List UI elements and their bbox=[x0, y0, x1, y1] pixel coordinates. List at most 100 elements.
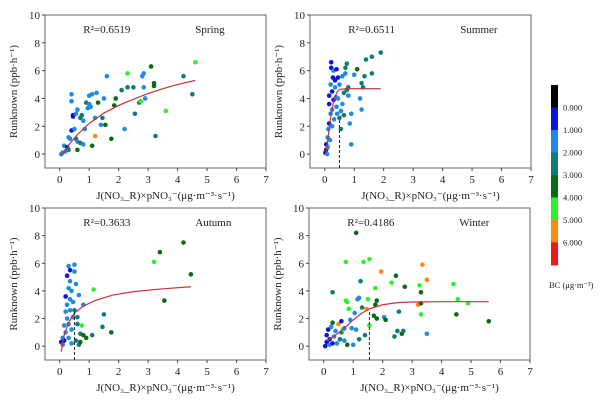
colorbar-tick-label: 4.000 bbox=[563, 193, 582, 203]
data-point bbox=[324, 332, 329, 338]
data-point bbox=[113, 96, 119, 101]
data-point bbox=[75, 107, 80, 112]
data-point bbox=[141, 71, 147, 76]
x-tick-label: 4 bbox=[439, 366, 445, 378]
x-tick-label: 7 bbox=[263, 174, 269, 186]
x-tick-label: 5 bbox=[469, 174, 475, 186]
x-tick-label: 3 bbox=[145, 366, 151, 378]
data-point bbox=[101, 312, 107, 317]
data-point bbox=[396, 309, 402, 314]
data-point bbox=[79, 323, 85, 328]
y-axis-label: Runknown (ppb·h⁻¹) bbox=[8, 45, 20, 138]
data-point bbox=[66, 335, 71, 341]
data-point bbox=[328, 324, 334, 330]
colorbar-tick-label: 5.000 bbox=[563, 215, 582, 225]
data-point bbox=[188, 272, 194, 277]
data-point bbox=[345, 299, 350, 305]
panel-summer: 0 1 2 3 4 5 6 7 0 2 4 6 8 10 J(NO₃_R)×pNO₃⁻(μg·m⁻³·s⁻¹… bbox=[273, 10, 534, 202]
data-point bbox=[354, 66, 360, 72]
data-point bbox=[132, 111, 138, 117]
y-axis-label: Runknown (ppb·h⁻¹) bbox=[273, 45, 285, 138]
data-point bbox=[346, 93, 351, 98]
season-label: Spring bbox=[195, 24, 225, 36]
colorbar-segment bbox=[551, 130, 558, 153]
data-point bbox=[358, 278, 363, 284]
colorbar-tick-label: 6.000 bbox=[563, 238, 582, 248]
y-tick-label: 8 bbox=[35, 231, 41, 243]
x-tick-label: 4 bbox=[175, 174, 181, 186]
x-tick-label: 4 bbox=[440, 174, 446, 186]
data-point bbox=[125, 71, 130, 76]
data-point bbox=[67, 296, 73, 302]
data-point bbox=[486, 319, 492, 324]
colorbar-tick-label: 0.000 bbox=[563, 103, 582, 113]
data-point bbox=[109, 136, 114, 142]
colorbar-tick-label: 2.000 bbox=[563, 148, 582, 158]
y-tick-label: 4 bbox=[35, 286, 41, 298]
data-point bbox=[341, 90, 347, 96]
data-point bbox=[451, 281, 456, 287]
data-point bbox=[402, 284, 408, 290]
data-point bbox=[153, 133, 158, 139]
data-point bbox=[342, 338, 347, 343]
data-point bbox=[363, 57, 369, 62]
data-point bbox=[72, 126, 77, 132]
data-point bbox=[392, 334, 397, 339]
x-tick-label: 5 bbox=[204, 366, 210, 378]
data-point bbox=[67, 267, 73, 273]
data-point bbox=[335, 75, 341, 80]
data-point bbox=[148, 64, 154, 69]
data-point bbox=[75, 314, 80, 320]
data-point bbox=[343, 259, 349, 265]
data-point bbox=[334, 341, 340, 346]
data-point bbox=[455, 296, 461, 302]
y-tick-label: 2 bbox=[35, 121, 41, 133]
data-point bbox=[454, 312, 459, 317]
data-point bbox=[373, 302, 378, 308]
data-point bbox=[64, 316, 70, 321]
x-tick-label: 0 bbox=[57, 174, 63, 186]
fit-curve bbox=[60, 286, 191, 352]
data-point bbox=[89, 91, 95, 97]
data-point bbox=[69, 288, 74, 294]
data-point bbox=[344, 61, 350, 66]
x-axis-label: J(NO₃_R)×pNO₃⁻(μg·m⁻³·s⁻¹) bbox=[360, 382, 499, 394]
x-tick-label: 2 bbox=[381, 174, 387, 186]
data-point bbox=[371, 313, 377, 319]
x-axis-label: J(NO₃_R)×pNO₃⁻(μg·m⁻³·s⁻¹) bbox=[96, 190, 235, 202]
data-point bbox=[367, 323, 372, 328]
x-tick-label: 0 bbox=[57, 366, 63, 378]
colorbar-segment bbox=[551, 220, 558, 243]
data-point bbox=[345, 342, 350, 348]
data-point bbox=[365, 296, 371, 302]
data-point bbox=[190, 91, 195, 97]
data-point bbox=[88, 104, 93, 110]
data-point bbox=[424, 331, 430, 337]
data-point bbox=[103, 122, 108, 128]
data-point bbox=[325, 327, 331, 332]
data-point bbox=[332, 85, 338, 90]
data-point bbox=[346, 306, 352, 312]
data-point bbox=[350, 342, 356, 348]
colorbar-segment bbox=[551, 85, 558, 108]
data-point bbox=[141, 85, 147, 90]
r-squared-label: R²=0.3633 bbox=[83, 217, 131, 229]
data-point bbox=[347, 121, 353, 126]
data-point bbox=[343, 71, 348, 76]
r-squared-label: R²=0.4186 bbox=[347, 217, 395, 229]
x-tick-label: 5 bbox=[468, 366, 474, 378]
data-point bbox=[66, 263, 71, 269]
colorbar-tick-label: 1.000 bbox=[563, 125, 582, 135]
data-point bbox=[362, 332, 368, 338]
y-tick-label: 4 bbox=[35, 93, 41, 105]
y-tick-label: 6 bbox=[299, 258, 305, 270]
x-tick-label: 3 bbox=[409, 366, 415, 378]
data-point bbox=[353, 327, 359, 332]
x-tick-label: 1 bbox=[351, 174, 357, 186]
y-tick-label: 0 bbox=[35, 149, 41, 161]
data-point bbox=[336, 321, 341, 327]
data-point bbox=[181, 73, 186, 79]
data-point bbox=[378, 50, 384, 55]
data-point bbox=[369, 71, 375, 76]
plot-frame bbox=[44, 14, 267, 169]
